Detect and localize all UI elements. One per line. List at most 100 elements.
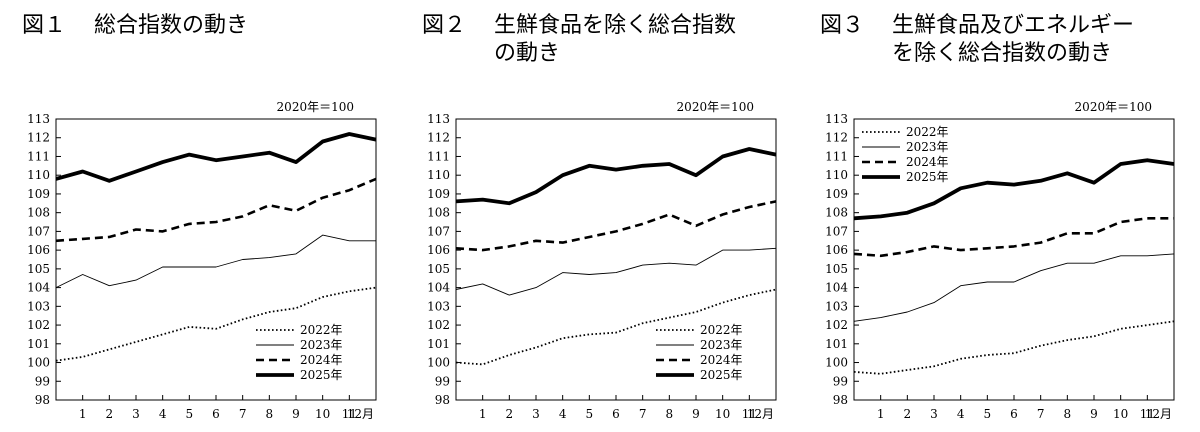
x-tick-label: 2	[106, 407, 114, 421]
x-tick-label: 6	[212, 407, 220, 421]
series-line-2022年	[55, 286, 377, 362]
x-tick-label: 1	[877, 407, 885, 421]
x-tick-label: 3	[930, 407, 938, 421]
y-tick-label: 101	[427, 337, 450, 351]
y-tick-label: 102	[825, 318, 848, 332]
y-tick-label: 101	[825, 337, 848, 351]
x-tick-label: 8	[266, 407, 274, 421]
x-tick-label: 1	[79, 407, 87, 421]
x-tick-label: 5	[186, 407, 194, 421]
series-line-2023年	[55, 234, 376, 289]
series-line-2024年	[455, 200, 777, 252]
y-tick-label: 110	[427, 168, 450, 182]
title-line: 生鮮食品及びエネルギー	[892, 13, 1135, 38]
y-tick-label: 113	[27, 112, 50, 126]
x-tick-label: 6	[612, 407, 620, 421]
x-tick-label: 6	[1010, 407, 1018, 421]
legend-label: 2022年	[700, 323, 743, 337]
y-tick-label: 109	[27, 187, 50, 201]
x-tick-label: 2	[506, 407, 514, 421]
legend-label: 2022年	[906, 125, 949, 139]
y-tick-label: 99	[35, 374, 50, 388]
figure-label: 図３	[820, 13, 865, 38]
legend-label: 2024年	[700, 353, 743, 367]
series-line-2022年	[853, 320, 1175, 375]
y-tick-label: 106	[825, 243, 848, 257]
y-tick-label: 104	[825, 281, 848, 295]
x-tick-label: 12月	[747, 407, 774, 421]
legend-label: 2023年	[300, 338, 343, 352]
x-tick-label: 1	[479, 407, 487, 421]
x-tick-label: 4	[559, 407, 567, 421]
x-tick-label: 4	[957, 407, 965, 421]
y-tick-label: 108	[427, 206, 450, 220]
y-tick-label: 109	[825, 187, 848, 201]
title-line: 総合指数の動き	[94, 13, 249, 38]
figure-label: 図２	[422, 13, 467, 38]
legend-label: 2024年	[906, 155, 949, 169]
x-tick-label: 4	[159, 407, 167, 421]
y-tick-label: 108	[825, 206, 848, 220]
y-tick-label: 109	[427, 187, 450, 201]
y-tick-label: 104	[27, 281, 50, 295]
y-tick-label: 105	[825, 262, 848, 276]
y-tick-label: 113	[427, 112, 450, 126]
series-line-2025年	[455, 147, 777, 206]
y-tick-label: 101	[27, 337, 50, 351]
line-chart-2: 2020年＝1009899100101102103104105106107108…	[427, 100, 777, 421]
series-line-2025年	[55, 132, 377, 183]
y-tick-label: 98	[833, 393, 848, 407]
x-tick-label: 7	[639, 407, 647, 421]
x-tick-label: 8	[1064, 407, 1072, 421]
legend-label: 2025年	[700, 368, 743, 382]
x-tick-label: 11	[342, 407, 357, 421]
series-line-2024年	[55, 177, 377, 243]
chart-title: 図２ 生鮮食品を除く総合指数 の動き	[422, 12, 736, 68]
x-tick-label: 7	[1037, 407, 1045, 421]
legend-label: 2025年	[906, 170, 949, 184]
y-tick-label: 111	[825, 149, 848, 163]
legend-label: 2025年	[300, 368, 343, 382]
y-tick-label: 103	[27, 299, 50, 313]
figure-label: 図１	[22, 13, 67, 38]
line-chart-3: 2020年＝1009899100101102103104105106107108…	[825, 100, 1175, 421]
title-line: 生鮮食品を除く総合指数	[494, 13, 737, 38]
base-note: 2020年＝100	[1075, 100, 1152, 114]
y-tick-label: 106	[27, 243, 50, 257]
x-tick-label: 3	[532, 407, 540, 421]
y-tick-label: 104	[427, 281, 450, 295]
y-tick-label: 108	[27, 206, 50, 220]
y-tick-label: 100	[427, 356, 450, 370]
legend-label: 2023年	[700, 338, 743, 352]
x-tick-label: 12月	[1145, 407, 1172, 421]
y-tick-label: 102	[27, 318, 50, 332]
legend-label: 2022年	[300, 323, 343, 337]
base-note: 2020年＝100	[677, 100, 754, 114]
title-line: を除く総合指数の動き	[892, 41, 1113, 66]
chart-panel-1: 図１ 総合指数の動き 2020年＝100 98 99 100 101 102 103 104 10…	[10, 0, 400, 432]
y-tick-label: 105	[427, 262, 450, 276]
plot-frame	[853, 118, 1175, 401]
chart-panel-3: 図３ 生鮮食品及びエネルギー を除く総合指数の動き 2020年＝100 98 99 100…	[808, 0, 1198, 432]
y-tick-label: 111	[427, 149, 450, 163]
x-tick-label: 8	[666, 407, 674, 421]
x-tick-label: 10	[715, 407, 730, 421]
y-tick-label: 112	[825, 131, 848, 145]
legend-label: 2023年	[906, 140, 949, 154]
x-tick-label: 5	[984, 407, 992, 421]
chart-title: 図３ 生鮮食品及びエネルギー を除く総合指数の動き	[820, 12, 1134, 68]
series-line-2023年	[853, 253, 1175, 322]
x-tick-label: 11	[1140, 407, 1155, 421]
x-tick-label: 5	[586, 407, 594, 421]
y-tick-label: 111	[27, 149, 50, 163]
chart-title: 図１ 総合指数の動き	[22, 12, 248, 40]
series-line-2024年	[853, 217, 1174, 258]
x-tick-label: 10	[315, 407, 330, 421]
y-tick-label: 107	[427, 224, 450, 238]
x-tick-label: 7	[239, 407, 247, 421]
x-tick-label: 9	[692, 407, 700, 421]
x-tick-label: 10	[1113, 407, 1128, 421]
x-tick-label: 9	[292, 407, 300, 421]
x-tick-label: 2	[904, 407, 912, 421]
chart-panel-2: 図２ 生鮮食品を除く総合指数 の動き 2020年＝100 98 99 100 101 102 1…	[410, 0, 800, 432]
